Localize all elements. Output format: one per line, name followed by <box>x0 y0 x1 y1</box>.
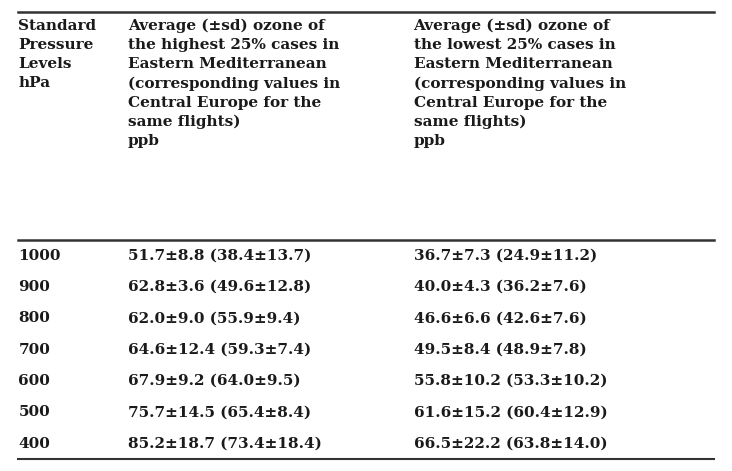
Text: 1000: 1000 <box>18 249 61 263</box>
Text: 36.7±7.3 (24.9±11.2): 36.7±7.3 (24.9±11.2) <box>414 249 597 263</box>
Text: 75.7±14.5 (65.4±8.4): 75.7±14.5 (65.4±8.4) <box>128 405 311 419</box>
Text: 85.2±18.7 (73.4±18.4): 85.2±18.7 (73.4±18.4) <box>128 437 322 451</box>
Text: 55.8±10.2 (53.3±10.2): 55.8±10.2 (53.3±10.2) <box>414 374 607 388</box>
Text: 40.0±4.3 (36.2±7.6): 40.0±4.3 (36.2±7.6) <box>414 280 586 294</box>
Text: 49.5±8.4 (48.9±7.8): 49.5±8.4 (48.9±7.8) <box>414 343 586 357</box>
Text: 67.9±9.2 (64.0±9.5): 67.9±9.2 (64.0±9.5) <box>128 374 301 388</box>
Text: 800: 800 <box>18 311 51 325</box>
Text: 46.6±6.6 (42.6±7.6): 46.6±6.6 (42.6±7.6) <box>414 311 586 325</box>
Text: 66.5±22.2 (63.8±14.0): 66.5±22.2 (63.8±14.0) <box>414 437 608 451</box>
Text: Standard
Pressure
Levels
hPa: Standard Pressure Levels hPa <box>18 19 97 89</box>
Text: 700: 700 <box>18 343 51 357</box>
Text: 61.6±15.2 (60.4±12.9): 61.6±15.2 (60.4±12.9) <box>414 405 608 419</box>
Text: 500: 500 <box>18 405 50 419</box>
Text: 400: 400 <box>18 437 51 451</box>
Text: 900: 900 <box>18 280 51 294</box>
Text: Average (±sd) ozone of
the highest 25% cases in
Eastern Mediterranean
(correspon: Average (±sd) ozone of the highest 25% c… <box>128 19 340 148</box>
Text: 64.6±12.4 (59.3±7.4): 64.6±12.4 (59.3±7.4) <box>128 343 311 357</box>
Text: 600: 600 <box>18 374 51 388</box>
Text: 62.0±9.0 (55.9±9.4): 62.0±9.0 (55.9±9.4) <box>128 311 301 325</box>
Text: 51.7±8.8 (38.4±13.7): 51.7±8.8 (38.4±13.7) <box>128 249 312 263</box>
Text: 62.8±3.6 (49.6±12.8): 62.8±3.6 (49.6±12.8) <box>128 280 311 294</box>
Text: Average (±sd) ozone of
the lowest 25% cases in
Eastern Mediterranean
(correspond: Average (±sd) ozone of the lowest 25% ca… <box>414 19 626 148</box>
